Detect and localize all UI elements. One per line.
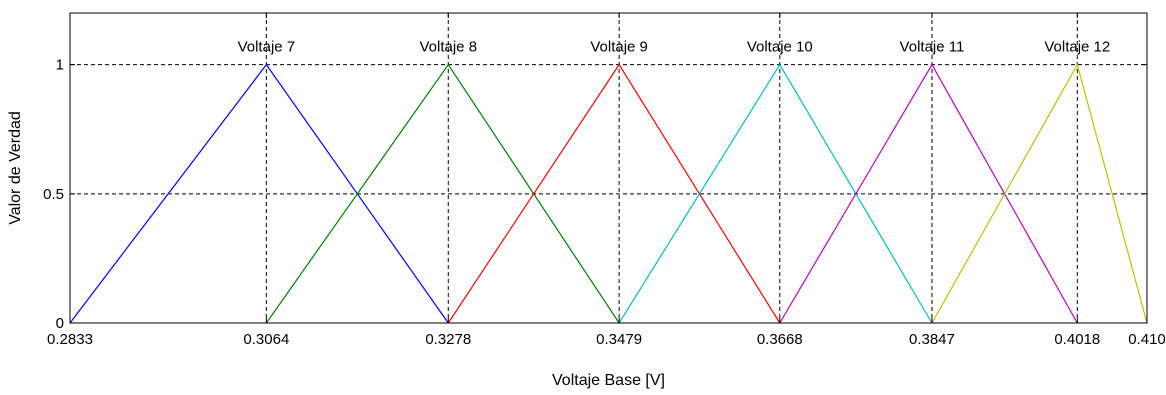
series-label: Voltaje 9 (590, 39, 648, 56)
series-label: Voltaje 7 (238, 39, 296, 56)
y-axis-label: Valor de Verdad (7, 111, 24, 225)
x-tick-label: 0.3847 (909, 331, 955, 348)
series-label: Voltaje 8 (419, 39, 477, 56)
series-line (447, 63, 781, 324)
series-line (265, 63, 620, 324)
grid-layer (70, 13, 1147, 323)
series-label: Voltaje 10 (747, 39, 813, 56)
series-line (69, 63, 449, 324)
y-tick-label: 0 (56, 315, 64, 332)
series-layer (69, 63, 1148, 324)
x-tick-label: 0.3668 (757, 331, 803, 348)
y-tick-label: 1 (56, 57, 64, 74)
axes-box (69, 12, 1148, 324)
x-tick-label: 0.4018 (1054, 331, 1100, 348)
x-tick-label: 0.410 (1128, 331, 1166, 348)
x-tick-label: 0.3064 (243, 331, 289, 348)
series-line (931, 63, 1148, 324)
tick-layer (69, 13, 1148, 324)
label-layer: 0.2833 0.3064 0.3278 0.3479 0.3668 0.3847 0.40… (43, 39, 1166, 348)
x-axis-label: Voltaje Base [V] (552, 372, 665, 389)
x-tick-label: 0.3479 (596, 331, 642, 348)
x-tick-label: 0.3278 (425, 331, 471, 348)
series-label: Voltaje 12 (1044, 39, 1110, 56)
series-label: Voltaje 11 (900, 39, 965, 56)
y-tick-label: 0.5 (43, 186, 64, 203)
series-line (618, 63, 933, 324)
series-line (779, 63, 1078, 324)
x-tick-label: 0.2833 (47, 331, 93, 348)
